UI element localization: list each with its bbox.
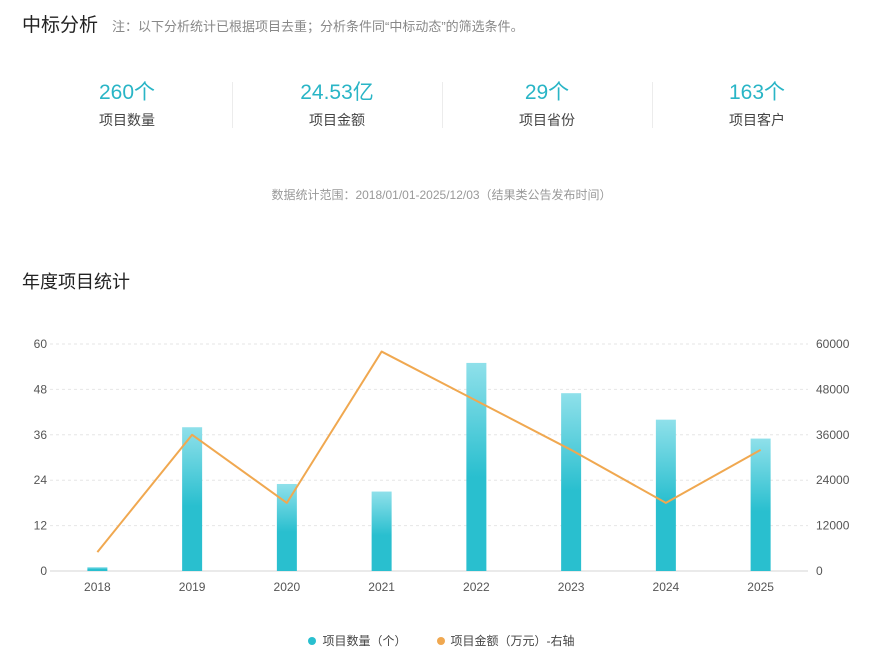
bar bbox=[561, 393, 582, 571]
x-tick-label: 2024 bbox=[653, 580, 680, 594]
bar bbox=[750, 438, 771, 571]
header-note: 注：以下分析统计已根据项目去重；分析条件同“中标动态”的筛选条件。 bbox=[112, 19, 524, 34]
y-left-tick-label: 12 bbox=[34, 519, 48, 533]
y-left-tick-label: 0 bbox=[40, 564, 47, 578]
stat-project-provinces: 29个 项目省份 bbox=[442, 78, 652, 134]
bar bbox=[182, 427, 203, 571]
chart-legend: 项目数量（个） 项目金额（万元）-右轴 bbox=[0, 632, 883, 649]
bar-series bbox=[87, 362, 771, 571]
y-left-tick-label: 48 bbox=[34, 382, 48, 396]
page-title: 中标分析 bbox=[22, 15, 99, 36]
y-left-tick-label: 60 bbox=[34, 337, 48, 351]
x-tick-label: 2018 bbox=[84, 580, 111, 594]
stat-value: 260个 bbox=[98, 81, 156, 104]
stat-project-amount: 24.53亿 项目金额 bbox=[232, 78, 442, 134]
x-tick-label: 2020 bbox=[274, 580, 301, 594]
x-tick-label: 2019 bbox=[179, 580, 206, 594]
stats-row: 260个 项目数量 24.53亿 项目金额 29个 项目省份 163个 项目客户 bbox=[22, 78, 862, 134]
y-left-tick-label: 24 bbox=[34, 473, 48, 487]
y-right-tick-label: 0 bbox=[816, 564, 823, 578]
stat-project-clients: 163个 项目客户 bbox=[652, 78, 862, 134]
grid-lines bbox=[50, 343, 808, 572]
x-tick-label: 2025 bbox=[747, 580, 774, 594]
stat-project-count: 260个 项目数量 bbox=[22, 78, 232, 134]
bar bbox=[466, 362, 487, 571]
bar bbox=[87, 567, 108, 571]
amount-line bbox=[96, 350, 762, 553]
stat-label: 项目省份 bbox=[519, 112, 575, 128]
x-tick-label: 2022 bbox=[463, 580, 490, 594]
stat-label: 项目数量 bbox=[99, 112, 155, 128]
legend-item-amount[interactable]: 项目金额（万元）-右轴 bbox=[436, 632, 575, 649]
line-series bbox=[96, 350, 762, 553]
section-title: 年度项目统计 bbox=[22, 272, 130, 292]
y-right-tick-label: 60000 bbox=[816, 337, 850, 351]
stat-label: 项目客户 bbox=[729, 112, 785, 128]
bar bbox=[371, 491, 392, 571]
bar bbox=[276, 483, 297, 571]
data-range-note: 数据统计范围：2018/01/01-2025/12/03（结果类公告发布时间） bbox=[271, 188, 612, 202]
stat-value: 24.53亿 bbox=[300, 81, 374, 104]
y-right-tick-label: 24000 bbox=[816, 473, 850, 487]
stat-value: 163个 bbox=[728, 81, 786, 104]
stat-label: 项目金额 bbox=[309, 112, 365, 128]
header: 中标分析 注：以下分析统计已根据项目去重；分析条件同“中标动态”的筛选条件。 bbox=[22, 10, 524, 37]
bar bbox=[655, 419, 676, 571]
legend-dot-count bbox=[308, 636, 317, 645]
y-right-tick-label: 36000 bbox=[816, 428, 850, 442]
x-tick-label: 2021 bbox=[368, 580, 395, 594]
legend-dot-amount bbox=[436, 636, 445, 645]
legend-label-count: 项目数量（个） bbox=[322, 634, 407, 648]
y-right-tick-label: 12000 bbox=[816, 519, 850, 533]
x-tick-label: 2023 bbox=[558, 580, 585, 594]
legend-label-amount: 项目金额（万元）-右轴 bbox=[450, 634, 575, 648]
y-left-tick-label: 36 bbox=[34, 428, 48, 442]
axis-labels: 0 12 24 36 48 60 0 12000 24000 36000 48000 60000 201… bbox=[34, 337, 850, 594]
legend-item-count[interactable]: 项目数量（个） bbox=[308, 632, 407, 649]
y-right-tick-label: 48000 bbox=[816, 382, 850, 396]
stat-value: 29个 bbox=[524, 81, 570, 104]
annual-project-chart: 0 12 24 36 48 60 0 12000 24000 36000 48000 60000 201… bbox=[34, 337, 850, 594]
